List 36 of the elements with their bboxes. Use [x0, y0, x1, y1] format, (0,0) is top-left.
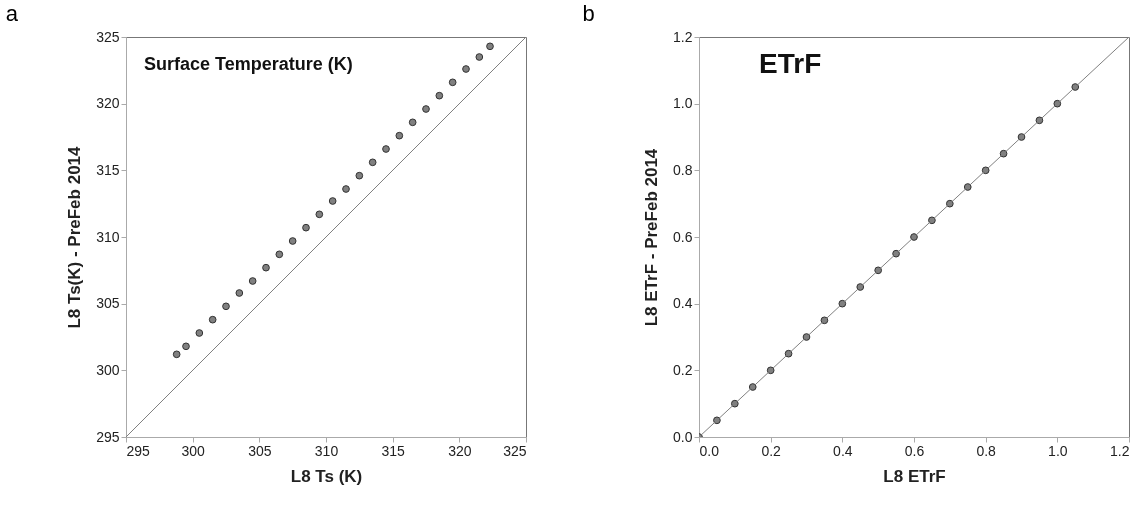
- y-tick-label: 1.0: [673, 95, 693, 112]
- y-tick-label: 310: [96, 228, 120, 245]
- x-axis-title: L8 Ts (K): [290, 466, 363, 486]
- y-axis-title: L8 ETrF - PreFeb 2014: [642, 148, 662, 327]
- y-tick-label: 0.4: [673, 295, 693, 312]
- x-tick-label: 0.8: [976, 442, 997, 459]
- x-tick-label: 0.0: [699, 442, 720, 459]
- y-tick-label: 305: [96, 295, 120, 312]
- y-tick-label: 0.2: [673, 361, 693, 378]
- y-tick-label: 0.0: [673, 428, 693, 445]
- chart-title: b: [582, 1, 595, 26]
- x-tick-label: 320: [448, 442, 472, 459]
- x-tick-label: 315: [381, 442, 406, 459]
- x-tick-label: 305: [248, 442, 272, 459]
- y-tick-label: 1.2: [673, 28, 693, 45]
- y-tick-label: 325: [96, 28, 120, 45]
- x-tick-label: 310: [314, 442, 339, 459]
- x-tick-label: 0.2: [761, 442, 782, 459]
- chart-title: a: [5, 1, 19, 26]
- x-axis-title: L8 ETrF: [883, 466, 946, 486]
- y-tick-label: 0.6: [673, 228, 693, 245]
- y-tick-label: 300: [96, 361, 120, 378]
- x-tick-label: 0.4: [833, 442, 853, 459]
- x-tick-label: 1.2: [1110, 442, 1130, 459]
- y-tick-label: 320: [96, 95, 120, 112]
- annotation: ETrF: [759, 48, 822, 79]
- y-axis-title: L8 Ts(K) - PreFeb 2014: [65, 145, 85, 329]
- x-tick-label: 295: [126, 442, 151, 459]
- x-tick-label: 325: [503, 442, 527, 459]
- y-tick-label: 0.8: [673, 161, 693, 178]
- x-tick-label: 1.0: [1048, 442, 1068, 459]
- y-tick-label: 295: [96, 428, 120, 445]
- x-tick-label: 300: [181, 442, 206, 459]
- annotation: Surface Temperature (K): [144, 54, 353, 74]
- y-tick-label: 315: [96, 161, 120, 178]
- x-tick-label: 0.6: [904, 442, 925, 459]
